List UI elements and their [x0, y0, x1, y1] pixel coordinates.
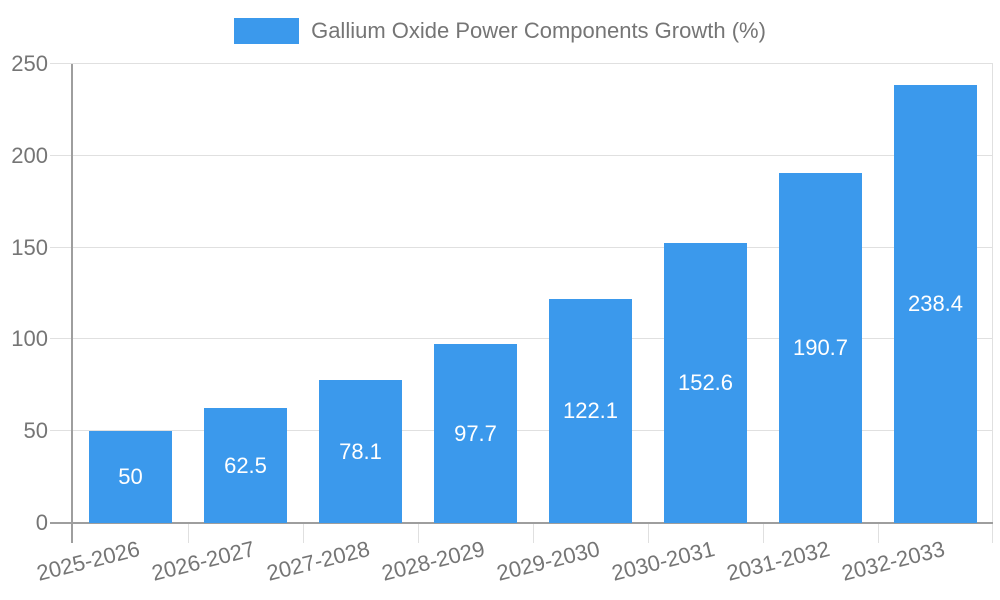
bar[interactable]: 62.5: [204, 408, 287, 523]
legend-label: Gallium Oxide Power Components Growth (%…: [311, 18, 766, 43]
x-axis-category-label: 2028-2029: [379, 536, 488, 586]
gridline: [50, 430, 993, 431]
x-axis-tick-mark: [648, 524, 649, 543]
bar[interactable]: 190.7: [779, 173, 862, 523]
x-axis-category-label: 2031-2032: [724, 536, 833, 586]
bar-value-label: 97.7: [454, 420, 497, 446]
x-axis-tick-mark: [763, 524, 764, 543]
bar-value-label: 122.1: [562, 398, 619, 423]
legend-swatch: [234, 18, 300, 44]
bar-value-label: 152.6: [677, 370, 734, 395]
y-axis-line: [71, 64, 73, 543]
gridline: [50, 155, 993, 156]
x-axis-tick-mark: [878, 524, 879, 543]
x-axis-tick-mark: [533, 524, 534, 543]
bar-value-label: 238.4: [907, 291, 964, 316]
y-axis-tick-label: 50: [23, 418, 48, 443]
x-axis-line: [50, 522, 993, 524]
bar[interactable]: 97.7: [434, 344, 517, 523]
x-axis-tick-mark: [303, 524, 304, 543]
x-axis-tick-mark: [418, 524, 419, 543]
x-axis-category-label: 2029-2030: [494, 536, 603, 586]
bar-value-label: 50: [118, 464, 143, 489]
gridline: [50, 338, 993, 339]
bar[interactable]: 50: [89, 431, 172, 523]
gridline: [50, 63, 993, 64]
y-axis-tick-label: 100: [11, 326, 48, 351]
gridline: [50, 247, 993, 248]
y-axis-tick-label: 250: [11, 51, 48, 76]
chart-legend: Gallium Oxide Power Components Growth (%…: [0, 18, 1000, 44]
bar[interactable]: 78.1: [319, 380, 402, 523]
y-axis-tick-label: 150: [11, 235, 48, 260]
x-axis-category-label: 2025-2026: [34, 536, 143, 586]
x-axis-category-label: 2032-2033: [839, 536, 948, 586]
bar-value-label: 78.1: [339, 438, 382, 464]
x-axis-category-label: 2026-2027: [149, 536, 258, 586]
bar[interactable]: 122.1: [549, 299, 632, 523]
bar-value-label: 190.7: [792, 335, 849, 360]
y-axis-tick-label: 200: [11, 143, 48, 168]
y-axis-tick-label: 0: [35, 510, 48, 535]
plot-right-border: [992, 64, 993, 543]
x-axis-category-label: 2030-2031: [609, 536, 718, 586]
bar[interactable]: 238.4: [894, 85, 977, 523]
x-axis-category-label: 2027-2028: [264, 536, 373, 586]
x-axis-tick-mark: [188, 524, 189, 543]
bar-value-label: 62.5: [224, 452, 267, 478]
bar[interactable]: 152.6: [664, 243, 747, 523]
